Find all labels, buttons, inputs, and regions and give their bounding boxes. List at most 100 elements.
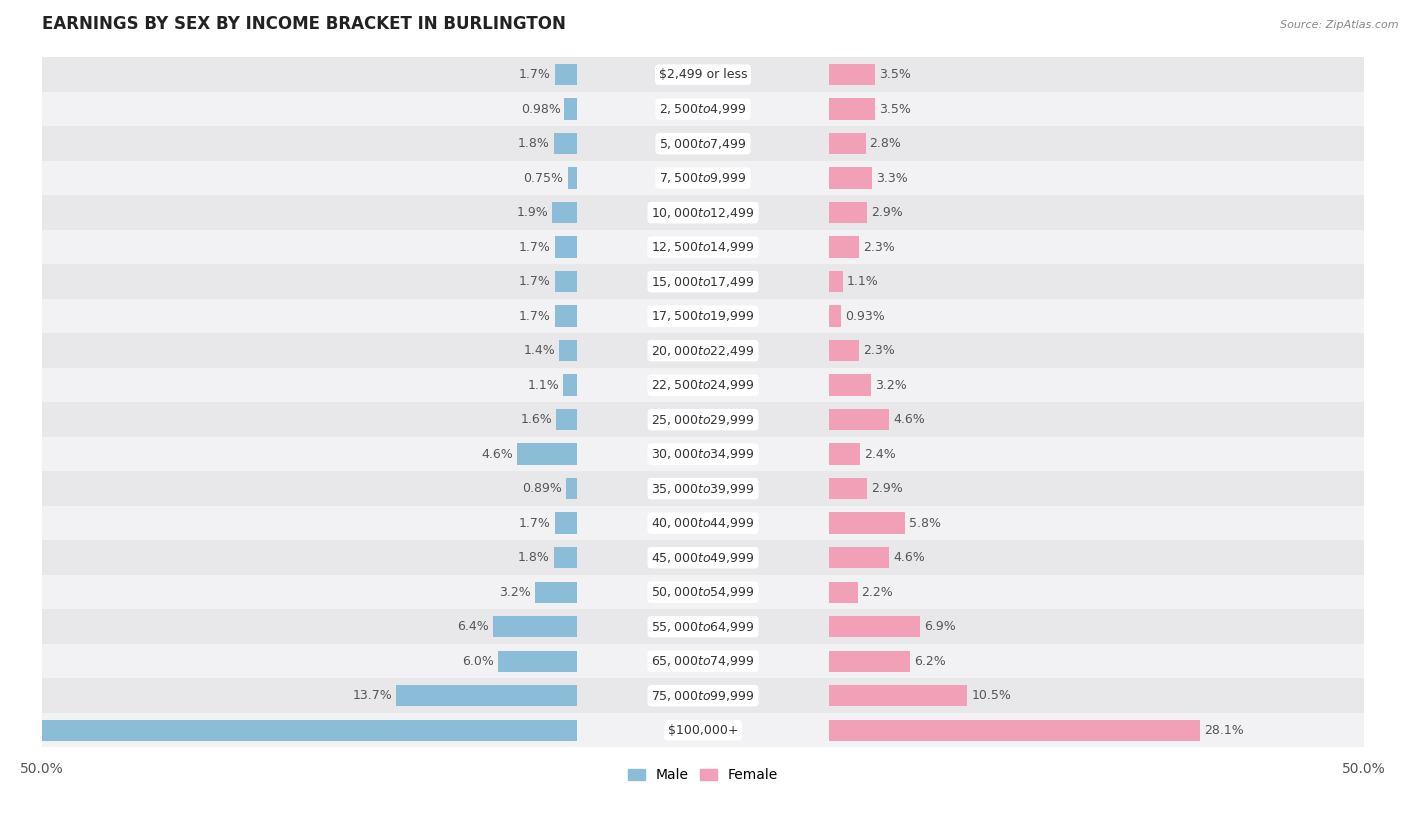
- Bar: [42, 437, 1364, 472]
- Bar: [555, 64, 578, 85]
- Text: 1.7%: 1.7%: [519, 517, 551, 530]
- Bar: [498, 650, 578, 672]
- Text: 1.7%: 1.7%: [519, 68, 551, 81]
- Bar: [42, 713, 1364, 747]
- Bar: [828, 444, 860, 465]
- Bar: [828, 237, 859, 258]
- Bar: [562, 375, 578, 396]
- Text: 1.8%: 1.8%: [517, 551, 550, 564]
- Text: $22,500 to $24,999: $22,500 to $24,999: [651, 378, 755, 392]
- Bar: [42, 195, 1364, 230]
- Text: 1.6%: 1.6%: [520, 413, 553, 426]
- Bar: [42, 575, 1364, 610]
- Text: $100,000+: $100,000+: [668, 724, 738, 737]
- Text: Source: ZipAtlas.com: Source: ZipAtlas.com: [1281, 20, 1399, 30]
- Bar: [828, 478, 868, 499]
- Text: 3.5%: 3.5%: [879, 102, 911, 115]
- Bar: [42, 230, 1364, 264]
- Text: 10.5%: 10.5%: [972, 689, 1011, 702]
- Legend: Male, Female: Male, Female: [623, 763, 783, 788]
- Text: $65,000 to $74,999: $65,000 to $74,999: [651, 654, 755, 668]
- Text: 2.2%: 2.2%: [862, 585, 893, 598]
- Bar: [828, 306, 841, 327]
- Bar: [828, 98, 875, 120]
- Bar: [494, 616, 578, 637]
- Text: 6.9%: 6.9%: [924, 620, 956, 633]
- Text: $55,000 to $64,999: $55,000 to $64,999: [651, 620, 755, 633]
- Bar: [42, 333, 1364, 368]
- Bar: [554, 547, 578, 568]
- Text: 4.6%: 4.6%: [893, 551, 925, 564]
- Text: $45,000 to $49,999: $45,000 to $49,999: [651, 550, 755, 565]
- Text: 3.2%: 3.2%: [499, 585, 531, 598]
- Bar: [828, 650, 911, 672]
- Text: 0.93%: 0.93%: [845, 310, 884, 323]
- Bar: [828, 720, 1199, 741]
- Text: $17,500 to $19,999: $17,500 to $19,999: [651, 309, 755, 324]
- Text: 1.8%: 1.8%: [517, 137, 550, 150]
- Bar: [828, 340, 859, 361]
- Bar: [828, 409, 890, 430]
- Bar: [555, 271, 578, 293]
- Text: 2.8%: 2.8%: [869, 137, 901, 150]
- Bar: [555, 237, 578, 258]
- Bar: [560, 340, 578, 361]
- Bar: [828, 685, 967, 706]
- Text: 1.9%: 1.9%: [516, 207, 548, 220]
- Text: 13.7%: 13.7%: [353, 689, 392, 702]
- Text: $35,000 to $39,999: $35,000 to $39,999: [651, 481, 755, 496]
- Text: $15,000 to $17,499: $15,000 to $17,499: [651, 275, 755, 289]
- Text: 6.2%: 6.2%: [914, 654, 946, 667]
- Text: 4.6%: 4.6%: [481, 448, 513, 461]
- Text: 1.1%: 1.1%: [846, 275, 879, 288]
- Bar: [42, 161, 1364, 195]
- Bar: [828, 202, 868, 224]
- Bar: [555, 512, 578, 534]
- Bar: [828, 512, 905, 534]
- Text: 3.5%: 3.5%: [879, 68, 911, 81]
- Text: $12,500 to $14,999: $12,500 to $14,999: [651, 240, 755, 254]
- Text: $10,000 to $12,499: $10,000 to $12,499: [651, 206, 755, 220]
- Text: 1.7%: 1.7%: [519, 241, 551, 254]
- Text: 0.98%: 0.98%: [520, 102, 561, 115]
- Bar: [828, 133, 866, 154]
- Text: $25,000 to $29,999: $25,000 to $29,999: [651, 413, 755, 427]
- Text: 2.3%: 2.3%: [863, 344, 894, 357]
- Bar: [42, 541, 1364, 575]
- Bar: [516, 444, 578, 465]
- Bar: [42, 402, 1364, 437]
- Text: 1.7%: 1.7%: [519, 275, 551, 288]
- Text: 0.89%: 0.89%: [522, 482, 562, 495]
- Text: 1.7%: 1.7%: [519, 310, 551, 323]
- Text: 2.9%: 2.9%: [870, 207, 903, 220]
- Bar: [828, 581, 858, 603]
- Text: $7,500 to $9,999: $7,500 to $9,999: [659, 172, 747, 185]
- Text: EARNINGS BY SEX BY INCOME BRACKET IN BURLINGTON: EARNINGS BY SEX BY INCOME BRACKET IN BUR…: [42, 15, 567, 33]
- Text: $5,000 to $7,499: $5,000 to $7,499: [659, 137, 747, 150]
- Bar: [42, 264, 1364, 299]
- Text: 6.0%: 6.0%: [463, 654, 494, 667]
- Bar: [42, 126, 1364, 161]
- Bar: [42, 472, 1364, 506]
- Text: 2.9%: 2.9%: [870, 482, 903, 495]
- Bar: [42, 610, 1364, 644]
- Bar: [0, 720, 578, 741]
- Text: $75,000 to $99,999: $75,000 to $99,999: [651, 689, 755, 702]
- Text: 6.4%: 6.4%: [457, 620, 489, 633]
- Bar: [557, 409, 578, 430]
- Text: 2.4%: 2.4%: [865, 448, 896, 461]
- Text: $40,000 to $44,999: $40,000 to $44,999: [651, 516, 755, 530]
- Bar: [554, 133, 578, 154]
- Bar: [396, 685, 578, 706]
- Bar: [828, 271, 844, 293]
- Bar: [568, 167, 578, 189]
- Text: 0.75%: 0.75%: [523, 172, 564, 185]
- Bar: [42, 679, 1364, 713]
- Bar: [828, 375, 870, 396]
- Text: $2,499 or less: $2,499 or less: [659, 68, 747, 81]
- Text: 3.2%: 3.2%: [875, 379, 907, 392]
- Text: 1.1%: 1.1%: [527, 379, 560, 392]
- Text: 1.4%: 1.4%: [523, 344, 555, 357]
- Bar: [553, 202, 578, 224]
- Bar: [564, 98, 578, 120]
